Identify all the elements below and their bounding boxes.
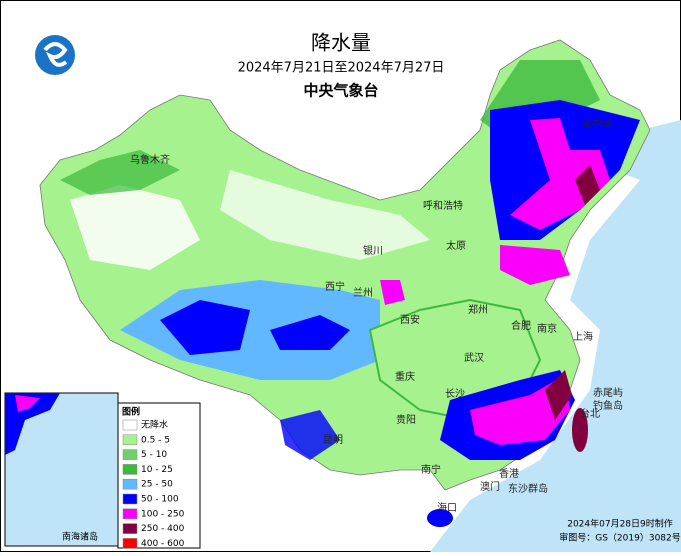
city-label: 海口 — [437, 501, 457, 514]
city-label: 西宁 — [325, 280, 345, 293]
period: 2024年7月21日至2024年7月27日 — [238, 61, 445, 76]
city-label: 太原 — [446, 239, 466, 252]
inset: 南海诸岛 — [4, 392, 119, 547]
legend-swatch — [122, 449, 138, 460]
legend-swatch — [122, 419, 138, 431]
city-label: 哈尔滨 — [582, 117, 612, 130]
city-label: 西安 — [400, 313, 420, 326]
city-label: 武汉 — [464, 351, 484, 364]
sea — [430, 120, 681, 552]
legend-swatch — [122, 493, 138, 505]
city-label: 长沙 — [445, 388, 465, 400]
country-map — [39, 39, 651, 527]
footer-made: 2024年07月28日9时制作 — [567, 518, 673, 530]
city-label: 呼和浩特 — [423, 200, 463, 212]
legend-label: 25 - 50 — [141, 480, 173, 490]
legend-title: 图例 — [122, 406, 140, 418]
legend-label: 400 - 600 — [141, 539, 185, 549]
legend-swatch — [122, 523, 138, 534]
city-label: 昆明 — [323, 434, 343, 446]
city-label: 重庆 — [395, 370, 415, 383]
legend-swatch — [122, 434, 138, 446]
title: 降水量 — [311, 31, 371, 55]
city-label: 兰州 — [353, 286, 373, 299]
city-label: 澳门 — [480, 480, 500, 493]
legend: 图例 无降水 0.5 - 5 5 - 10 10 - 25 25 - 50 50 - 10… — [117, 402, 201, 549]
city-label: 钓鱼岛 — [593, 399, 623, 412]
legend-label: 100 - 250 — [141, 509, 185, 519]
legend-swatch — [122, 508, 138, 520]
inset-label: 南海诸岛 — [62, 531, 98, 543]
legend-label: 250 - 400 — [141, 524, 185, 534]
city-label: 香港 — [499, 468, 519, 480]
agency: 中央气象台 — [303, 82, 378, 100]
city-label: 郑州 — [468, 303, 488, 316]
legend-swatch — [122, 538, 138, 549]
legend-label: 50 - 100 — [141, 495, 179, 505]
legend-swatch — [122, 464, 138, 475]
logo — [35, 35, 75, 75]
legend-label: 0.5 - 5 — [141, 435, 170, 445]
city-label: 赤尾屿 — [593, 387, 623, 399]
city-label: 南京 — [537, 322, 557, 335]
footer-approval: 审图号：GS（2019）3082号 — [559, 532, 681, 544]
legend-label: 5 - 10 — [141, 450, 167, 460]
legend-label: 无降水 — [141, 419, 168, 431]
legend-label: 10 - 25 — [141, 465, 173, 475]
city-label: 合肥 — [511, 319, 531, 332]
city-label: 贵阳 — [396, 413, 416, 426]
legend-swatch — [122, 478, 138, 490]
city-label: 南宁 — [421, 463, 441, 476]
city-label: 乌鲁木齐 — [130, 153, 170, 166]
city-label: 东沙群岛 — [508, 482, 548, 495]
city-label: 银川 — [363, 244, 383, 257]
city-label: 上海 — [573, 330, 593, 343]
city-label: 台北 — [580, 407, 600, 420]
